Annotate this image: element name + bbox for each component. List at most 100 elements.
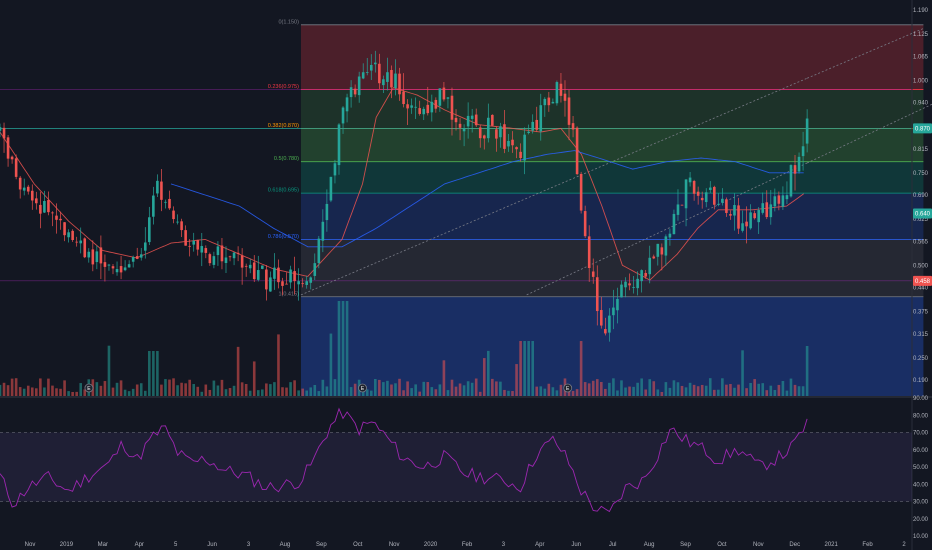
candle-body [474, 114, 478, 126]
volume-bar [620, 380, 623, 396]
candle-body [741, 223, 744, 231]
price-tick-label: 0.940 [913, 101, 929, 107]
volume-bar [265, 383, 268, 396]
volume-bar [2, 382, 6, 396]
candle-body [345, 97, 349, 112]
candle-body [700, 197, 704, 201]
volume-bar [765, 390, 769, 396]
volume-bar [600, 381, 603, 396]
volume-bar [333, 379, 337, 396]
volume-bar [59, 388, 62, 396]
candle-body [587, 236, 591, 269]
candle-body [168, 198, 171, 209]
candle-body [337, 124, 341, 166]
trend-lines[interactable] [300, 28, 932, 296]
volume-bar [777, 384, 781, 396]
volume-bar [474, 378, 478, 396]
volume-bars [0, 301, 809, 396]
candle-body [482, 135, 486, 139]
candle-body [152, 195, 155, 217]
candle-body [507, 140, 510, 147]
trend-line-extension[interactable] [806, 28, 924, 79]
price-tick-label: 0.440 [913, 286, 929, 292]
volume-bar [753, 379, 756, 396]
volume-bar [293, 380, 296, 396]
candle-body [277, 267, 280, 283]
candle-body [382, 79, 385, 86]
candle-body [91, 249, 95, 265]
candle-body [692, 181, 696, 194]
candle-body [672, 213, 676, 235]
volume-bar [337, 301, 341, 396]
earnings-event-icon[interactable] [84, 383, 94, 393]
candle-body [196, 240, 200, 250]
candle-body [212, 256, 216, 265]
rsi-tick-label: 70.00 [913, 431, 929, 437]
candle-body [123, 267, 127, 271]
volume-bar [75, 391, 78, 396]
candle-body [547, 97, 551, 106]
volume-bar [196, 386, 200, 396]
candle-body [684, 179, 688, 209]
candle-body [236, 252, 240, 254]
candle-body [789, 165, 793, 197]
volume-bar [285, 387, 288, 396]
trend-line-extension[interactable] [806, 73, 932, 164]
candle-body [487, 117, 490, 139]
candle-body [575, 127, 579, 175]
time-tick-label: 2019 [60, 542, 74, 548]
candle-body [75, 241, 78, 243]
volume-bar [353, 383, 357, 396]
volume-bar [289, 382, 292, 396]
volume-bar [386, 380, 389, 396]
price-tick-label: 0.315 [913, 332, 929, 338]
earnings-event-icon[interactable] [358, 383, 367, 393]
volume-bar [382, 382, 385, 396]
candle-body [281, 281, 284, 286]
volume-bar [713, 389, 716, 396]
candle-body [143, 242, 147, 251]
price-tick-label: 0.500 [913, 263, 929, 269]
volume-bar [47, 378, 50, 396]
candle-body [708, 187, 712, 190]
volume-bar [608, 382, 611, 396]
volume-bar [111, 387, 115, 396]
volume-bar [446, 390, 450, 396]
volume-bar [571, 390, 575, 396]
candle-body [583, 211, 587, 237]
earnings-event-icon[interactable] [563, 383, 573, 393]
time-tick-label: 5 [174, 542, 178, 548]
candle-body [793, 165, 797, 174]
candle-body [515, 147, 518, 150]
candle-body [333, 163, 337, 176]
volume-bar [458, 383, 462, 396]
candlesticks [0, 50, 809, 342]
volume-bar [139, 383, 143, 396]
candle-body [301, 283, 304, 285]
volume-bar [656, 389, 660, 396]
volume-bar [313, 384, 317, 396]
candle-body [180, 221, 183, 231]
volume-bar [801, 386, 805, 396]
volume-bar [232, 385, 236, 396]
candle-body [620, 284, 623, 298]
volume-bar [680, 385, 684, 396]
time-tick-label: Mar [98, 542, 108, 548]
volume-bar [277, 334, 280, 396]
time-axis[interactable]: Nov 2019 Mar Apr 5 Jun 3 Aug Sep Oct Nov 2020 Feb 3 Ap… [25, 542, 907, 548]
candle-body [434, 99, 438, 109]
candle-body [59, 218, 62, 221]
volume-bar [692, 384, 696, 396]
candle-body [349, 87, 353, 98]
candle-body [636, 278, 639, 289]
volume-bar [329, 333, 333, 396]
candle-body [18, 177, 22, 190]
candle-body [402, 91, 405, 105]
volume-bar [470, 382, 474, 396]
candle-body [256, 270, 260, 280]
candle-body [632, 287, 635, 288]
price-badge-text: 0.870 [915, 126, 931, 132]
